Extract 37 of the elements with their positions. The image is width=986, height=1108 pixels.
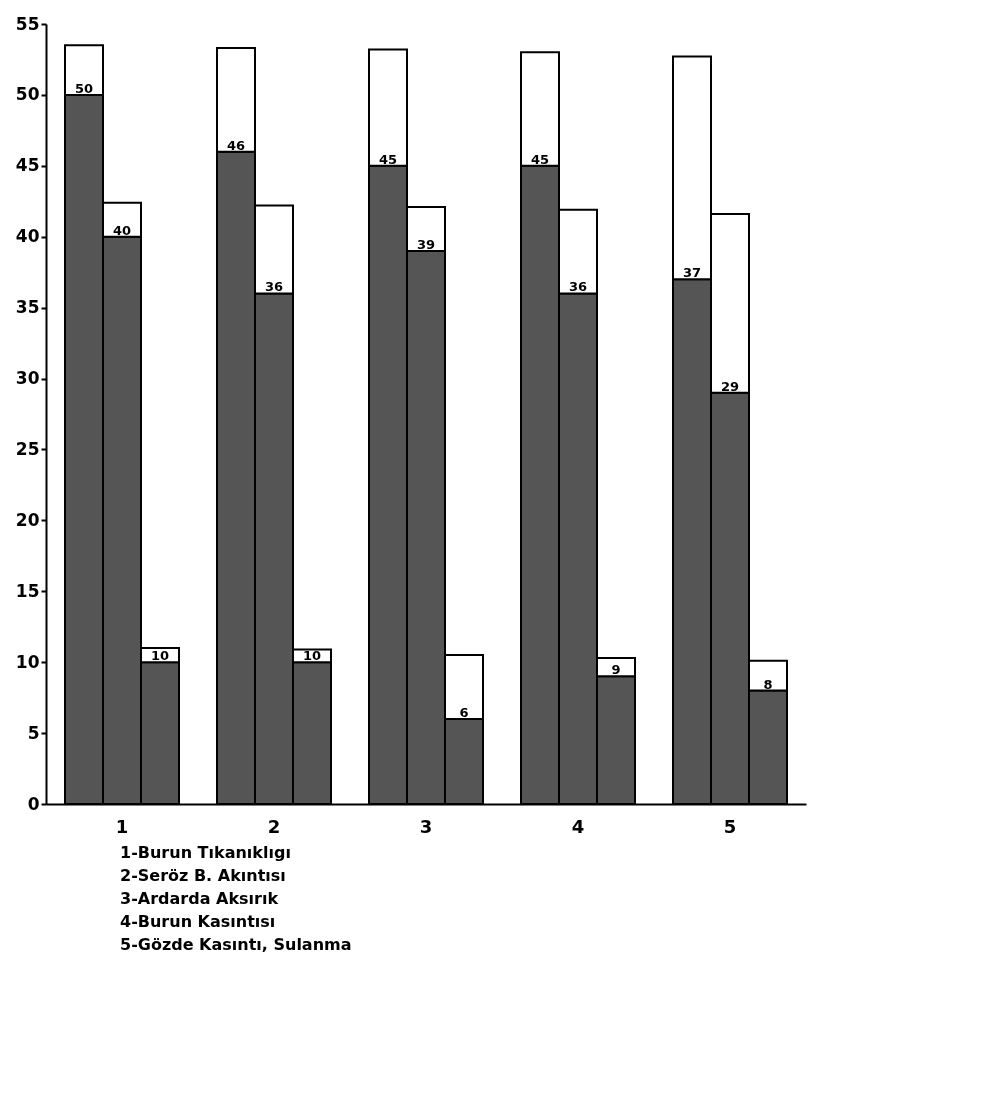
y-tick-label: 20 [15, 509, 40, 530]
y-tick-label: 15 [15, 580, 40, 601]
y-tick-label: 45 [15, 155, 40, 176]
data-label: 50 [74, 80, 94, 96]
x-tick-label: 3 [419, 815, 433, 837]
data-label: 10 [150, 648, 170, 664]
data-label: 29 [720, 378, 740, 394]
x-tick-label: 4 [571, 815, 585, 837]
data-label: 10 [302, 648, 322, 664]
data-label: 8 [763, 676, 773, 692]
y-tick-label: 0 [27, 793, 40, 814]
x-tick-label: 5 [723, 815, 737, 837]
data-label: 45 [530, 151, 550, 167]
data-label: 40 [112, 222, 132, 238]
data-label: 36 [568, 279, 588, 295]
y-tick-label: 55 [15, 13, 40, 34]
text: 5-Gözde Kasıntı, Sulanma [120, 934, 353, 956]
data-label: 46 [226, 137, 246, 153]
text: 3-Ardarda Aksırık [120, 888, 280, 910]
data-label: 6 [459, 704, 469, 720]
data-label: 36 [264, 279, 284, 295]
text: 1-Burun Tıkanıklıgı [120, 842, 292, 864]
text: 2-Seröz B. Akıntısı [120, 865, 287, 887]
data-label: 37 [682, 265, 702, 281]
data-label: 45 [378, 151, 398, 167]
y-tick-label: 25 [15, 438, 40, 459]
y-tick-label: 30 [15, 368, 40, 389]
y-tick-label: 40 [15, 226, 40, 247]
y-tick-label: 50 [15, 84, 40, 105]
x-tick-label: 1 [115, 815, 129, 837]
data-label: 9 [611, 662, 621, 678]
data-label: 39 [416, 236, 436, 252]
text: 4-Burun Kasıntısı [120, 911, 277, 933]
y-tick-label: 35 [15, 297, 40, 318]
y-tick-label: 5 [27, 722, 40, 743]
x-tick-label: 2 [267, 815, 281, 837]
y-tick-label: 10 [15, 651, 40, 672]
